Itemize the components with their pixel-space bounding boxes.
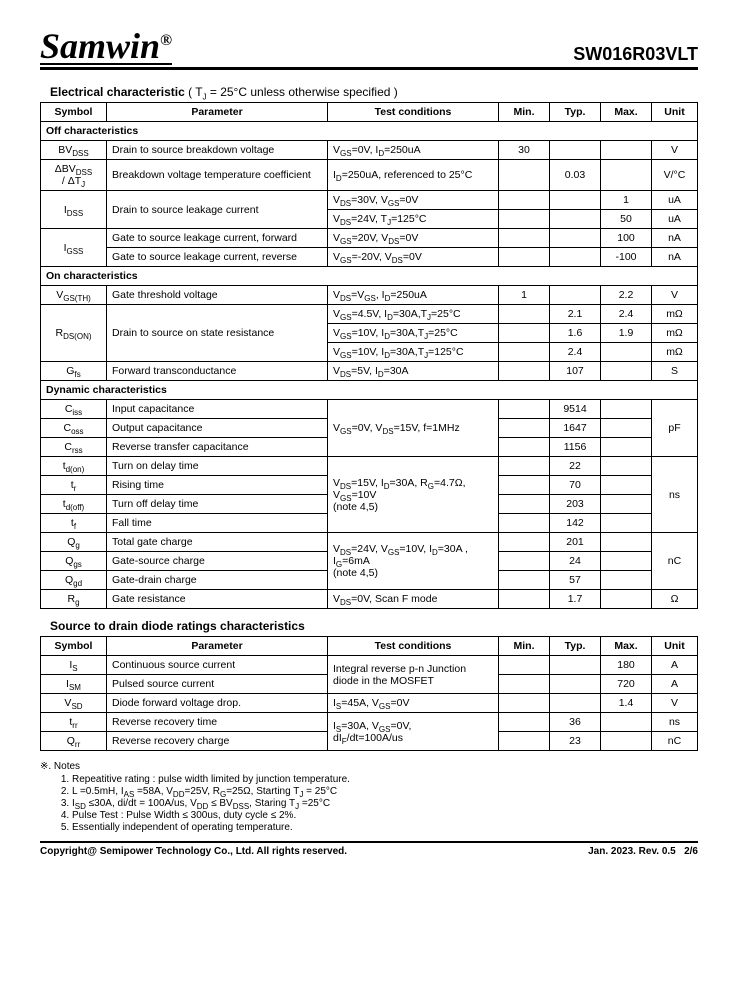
rev-page: Jan. 2023. Rev. 0.5 2/6 bbox=[588, 846, 698, 857]
th-unit: Unit bbox=[652, 103, 698, 122]
th-cond: Test conditions bbox=[328, 103, 499, 122]
elec-title: Electrical characteristic ( TJ = 25°C un… bbox=[50, 85, 698, 99]
page-header: Samwin® SW016R03VLT bbox=[40, 30, 698, 70]
elec-table: Symbol Parameter Test conditions Min. Ty… bbox=[40, 102, 698, 609]
th-typ: Typ. bbox=[550, 103, 601, 122]
row-trr: trrReverse recovery time IS=30A, VGS=0V,… bbox=[41, 713, 698, 732]
note-5: Essentially independent of operating tem… bbox=[72, 822, 698, 833]
note-2: L =0.5mH, IAS =58A, VDD=25V, RG=25Ω, Sta… bbox=[72, 786, 698, 797]
th-param: Parameter bbox=[107, 103, 328, 122]
row-vgsth: VGS(TH) Gate threshold voltage VDS=VGS, … bbox=[41, 286, 698, 305]
row-igss2: Gate to source leakage current, reverse … bbox=[41, 248, 698, 267]
part-number: SW016R03VLT bbox=[573, 44, 698, 65]
row-ciss: CissInput capacitance VGS=0V, VDS=15V, f… bbox=[41, 400, 698, 419]
dyn-char-head: Dynamic characteristics bbox=[41, 381, 698, 400]
note-1: Repeatitive rating : pulse width limited… bbox=[72, 774, 698, 785]
page-footer: Copyright@ Semipower Technology Co., Ltd… bbox=[40, 841, 698, 857]
row-qg: QgTotal gate charge VDS=24V, VGS=10V, ID… bbox=[41, 533, 698, 552]
row-is: ISContinuous source current Integral rev… bbox=[41, 656, 698, 675]
note-4: Pulse Test : Pulse Width ≤ 300us, duty c… bbox=[72, 810, 698, 821]
note-3: ISD ≤30A, di/dt = 100A/us, VDD ≤ BVDSS, … bbox=[72, 798, 698, 809]
diode-table: Symbol Parameter Test conditions Min. Ty… bbox=[40, 636, 698, 751]
row-igss1: IGSS Gate to source leakage current, for… bbox=[41, 229, 698, 248]
row-dbvdss: ΔBVDSS/ ΔTJ Breakdown voltage temperatur… bbox=[41, 160, 698, 191]
row-tdon: td(on)Turn on delay time VDS=15V, ID=30A… bbox=[41, 457, 698, 476]
row-bvdss: BVDSS Drain to source breakdown voltage … bbox=[41, 141, 698, 160]
registered-mark: ® bbox=[160, 32, 172, 49]
row-gfs: Gfs Forward transconductance VDS=5V, ID=… bbox=[41, 362, 698, 381]
notes-title: ※. Notes bbox=[40, 761, 698, 772]
row-rdson1: RDS(ON) Drain to source on state resista… bbox=[41, 305, 698, 324]
diode-title: Source to drain diode ratings characteri… bbox=[50, 619, 698, 633]
row-rg: RgGate resistance VDS=0V, Scan F mode 1.… bbox=[41, 590, 698, 609]
row-idss1: IDSS Drain to source leakage current VDS… bbox=[41, 191, 698, 210]
on-char-head: On characteristics bbox=[41, 267, 698, 286]
notes-block: ※. Notes Repeatitive rating : pulse widt… bbox=[40, 761, 698, 833]
brand-text: Samwin bbox=[40, 26, 160, 66]
th-symbol: Symbol bbox=[41, 103, 107, 122]
brand-logo: Samwin® bbox=[40, 30, 172, 65]
row-vsd: VSDDiode forward voltage drop. IS=45A, V… bbox=[41, 694, 698, 713]
copyright: Copyright@ Semipower Technology Co., Ltd… bbox=[40, 846, 347, 857]
th-max: Max. bbox=[601, 103, 652, 122]
off-char-head: Off characteristics bbox=[41, 122, 698, 141]
th-min: Min. bbox=[499, 103, 550, 122]
